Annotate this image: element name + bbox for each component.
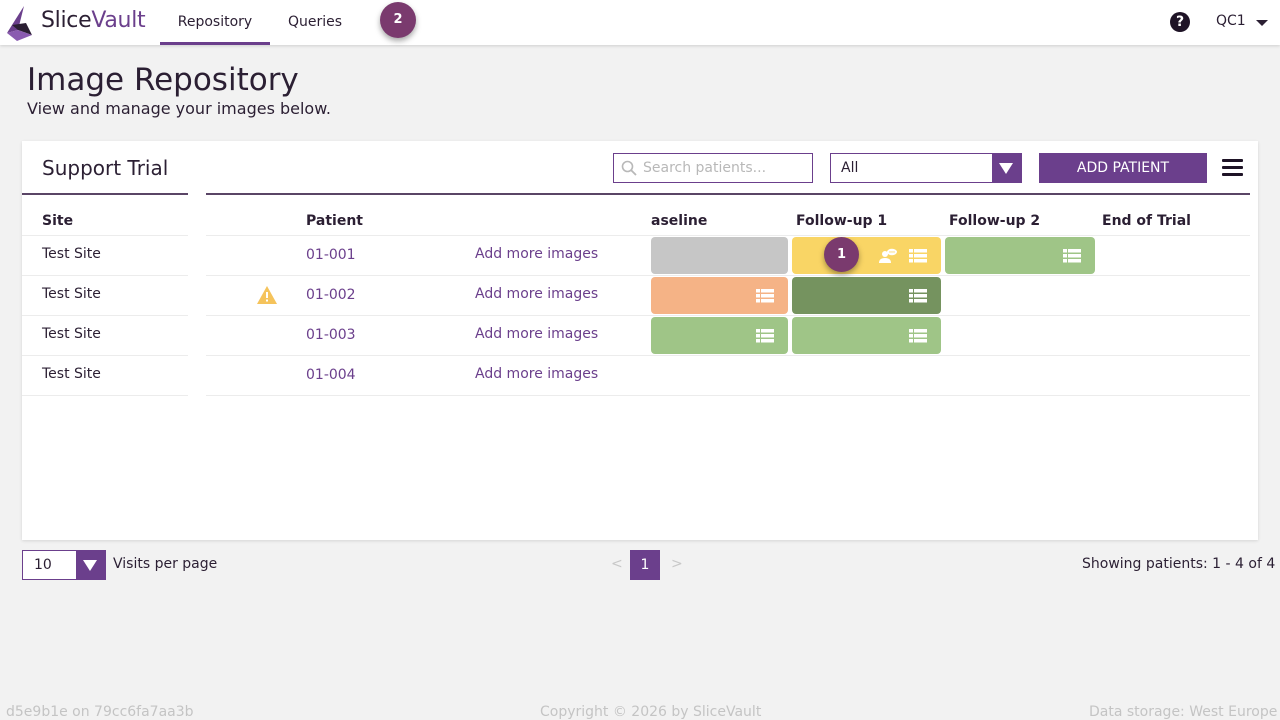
search-icon [621, 160, 637, 176]
version-info: d5e9b1e on 79cc6fa7aa3b [6, 704, 194, 720]
site-cell: Test Site [42, 326, 101, 342]
visit-cell-baseline[interactable] [651, 317, 788, 354]
brand-name-part1: Slice [41, 8, 92, 33]
list-icon[interactable] [909, 249, 927, 263]
search-patients-field[interactable] [613, 153, 813, 183]
data-storage-info: Data storage: West Europe [1089, 704, 1278, 720]
list-icon[interactable] [756, 329, 774, 343]
divider [206, 193, 1250, 195]
help-icon[interactable]: ? [1170, 12, 1190, 32]
site-cell: Test Site [42, 286, 101, 302]
page-title: Image Repository [27, 62, 299, 98]
list-icon[interactable] [1063, 249, 1081, 263]
visits-per-page-select[interactable]: 10 [22, 550, 106, 580]
column-header-follow-up-1: Follow-up 1 [796, 213, 888, 229]
query-count-badge[interactable]: 1 [824, 237, 859, 272]
add-more-images-link[interactable]: Add more images [475, 326, 599, 342]
column-header-patient: Patient [306, 213, 363, 229]
patient-link[interactable]: 01-004 [306, 367, 356, 383]
search-input[interactable] [643, 158, 808, 178]
site-cell: Test Site [42, 366, 101, 382]
user-menu[interactable]: QC1 [1216, 13, 1246, 29]
copyright: Copyright © 2026 by SliceVault [540, 704, 762, 720]
visit-cell-follow-up-1[interactable] [792, 277, 941, 314]
add-more-images-link[interactable]: Add more images [475, 366, 599, 382]
menu-icon[interactable] [1222, 159, 1243, 177]
chevron-down-icon [999, 163, 1013, 174]
patient-link[interactable]: 01-003 [306, 327, 356, 343]
visit-cell-baseline[interactable] [651, 277, 788, 314]
filter-selected-value: All [841, 160, 859, 176]
queries-count-badge[interactable]: 2 [380, 2, 416, 38]
per-page-dropdown-button[interactable] [76, 551, 105, 579]
column-header-site: Site [42, 213, 74, 229]
previous-page-button[interactable]: < [611, 556, 623, 572]
visit-cell-follow-up-1[interactable] [792, 317, 941, 354]
add-more-images-link[interactable]: Add more images [475, 246, 599, 262]
site-cell: Test Site [42, 246, 101, 262]
status-filter-select[interactable]: All [830, 153, 1022, 183]
brand-name[interactable]: SliceVault [41, 8, 146, 33]
brand-name-part2: Vault [91, 8, 146, 33]
add-more-images-link[interactable]: Add more images [475, 286, 599, 302]
per-page-value: 10 [34, 557, 52, 573]
next-page-button[interactable]: > [671, 556, 683, 572]
comment-user-icon[interactable] [879, 248, 897, 264]
trial-card: Support Trial All ADD PATIENT Site Patie… [22, 141, 1258, 540]
trial-title: Support Trial [42, 156, 169, 180]
top-nav-bar: SliceVault Repository Queries 2 ? QC1 [0, 0, 1280, 45]
column-header-follow-up-2: Follow-up 2 [949, 213, 1041, 229]
patient-link[interactable]: 01-002 [306, 287, 356, 303]
column-header-end-of-trial: End of Trial [1102, 213, 1191, 229]
filter-dropdown-button[interactable] [992, 154, 1021, 182]
visit-cell-baseline[interactable] [651, 237, 788, 274]
tab-repository[interactable]: Repository [160, 0, 270, 45]
per-page-label: Visits per page [113, 556, 218, 572]
list-icon[interactable] [909, 329, 927, 343]
column-header-baseline: aseline [651, 213, 708, 229]
add-patient-button[interactable]: ADD PATIENT [1039, 153, 1207, 183]
visit-cell-follow-up-1[interactable] [792, 237, 941, 274]
showing-count: Showing patients: 1 - 4 of 4 [1082, 556, 1276, 572]
list-icon[interactable] [756, 289, 774, 303]
page-1-button[interactable]: 1 [630, 550, 660, 580]
chevron-down-icon [83, 560, 97, 571]
page-subtitle: View and manage your images below. [27, 99, 331, 118]
slicevault-logo-icon[interactable] [4, 5, 36, 41]
visit-cell-follow-up-2[interactable] [945, 237, 1095, 274]
list-icon[interactable] [909, 289, 927, 303]
warning-icon [257, 286, 277, 304]
tab-queries[interactable]: Queries [287, 14, 343, 30]
patient-link[interactable]: 01-001 [306, 247, 356, 263]
chevron-down-icon[interactable] [1256, 20, 1268, 26]
divider [22, 193, 188, 195]
